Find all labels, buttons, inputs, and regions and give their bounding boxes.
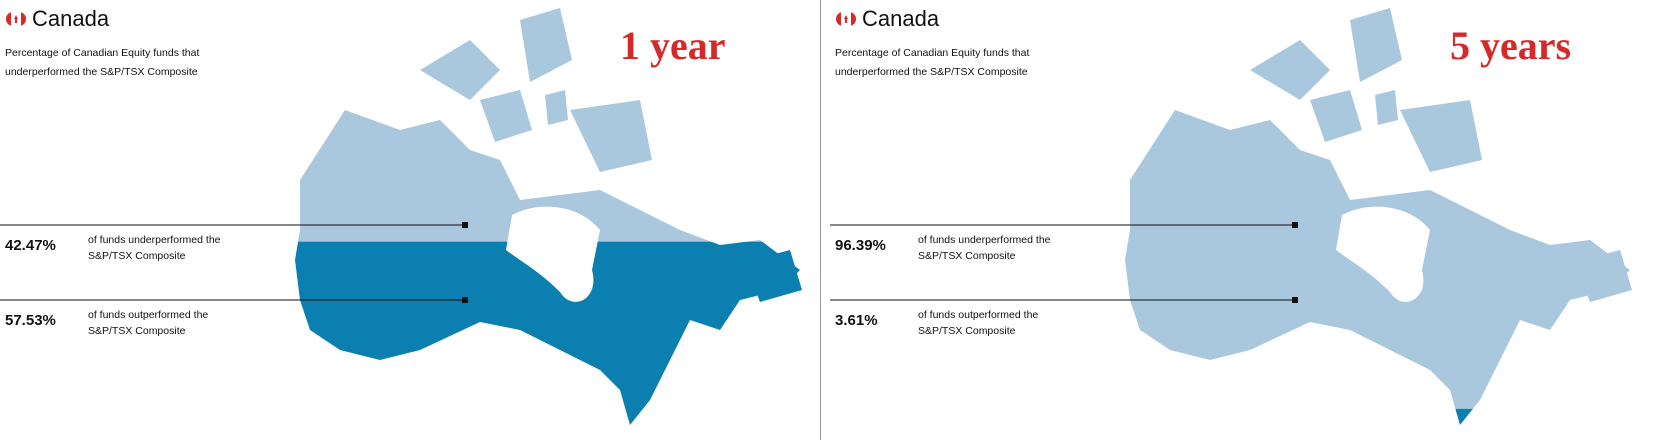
flag-icon xyxy=(6,12,26,26)
fill-region xyxy=(295,241,802,425)
subtitle: Percentage of Canadian Equity funds that… xyxy=(835,47,1030,78)
divider xyxy=(820,0,821,440)
flag-leaf xyxy=(844,15,848,23)
hudson-bay xyxy=(1336,206,1430,302)
title: Canada xyxy=(32,6,110,31)
panel: Canada Percentage of Canadian Equity fund… xyxy=(0,0,818,440)
flag-leaf xyxy=(14,15,18,23)
category-label: of funds outperformed the S&P/TSX Compos… xyxy=(918,309,1039,337)
category-label: of funds underperformed the S&P/TSX Comp… xyxy=(88,234,221,262)
map xyxy=(830,8,1632,425)
category-label: of funds outperformed the S&P/TSX Compos… xyxy=(88,309,209,337)
fill-region xyxy=(295,8,802,242)
annotation: 5 years xyxy=(1450,23,1572,68)
leader-marker xyxy=(1292,222,1298,228)
category-label: of funds underperformed the S&P/TSX Comp… xyxy=(918,234,1051,262)
fill-region xyxy=(1125,408,1632,425)
map xyxy=(0,8,802,425)
panel: Canada Percentage of Canadian Equity fund… xyxy=(830,0,1648,440)
flag-icon xyxy=(836,12,856,26)
hudson-bay xyxy=(506,206,600,302)
title: Canada xyxy=(862,6,940,31)
value-label: 96.39% xyxy=(835,237,886,254)
leader-marker xyxy=(1292,297,1298,303)
annotation: 1 year xyxy=(620,23,726,68)
value-label: 3.61% xyxy=(835,312,878,329)
leader-marker xyxy=(462,297,468,303)
leader-marker xyxy=(462,222,468,228)
value-label: 57.53% xyxy=(5,312,56,329)
subtitle: Percentage of Canadian Equity funds that… xyxy=(5,47,200,78)
value-label: 42.47% xyxy=(5,237,56,254)
